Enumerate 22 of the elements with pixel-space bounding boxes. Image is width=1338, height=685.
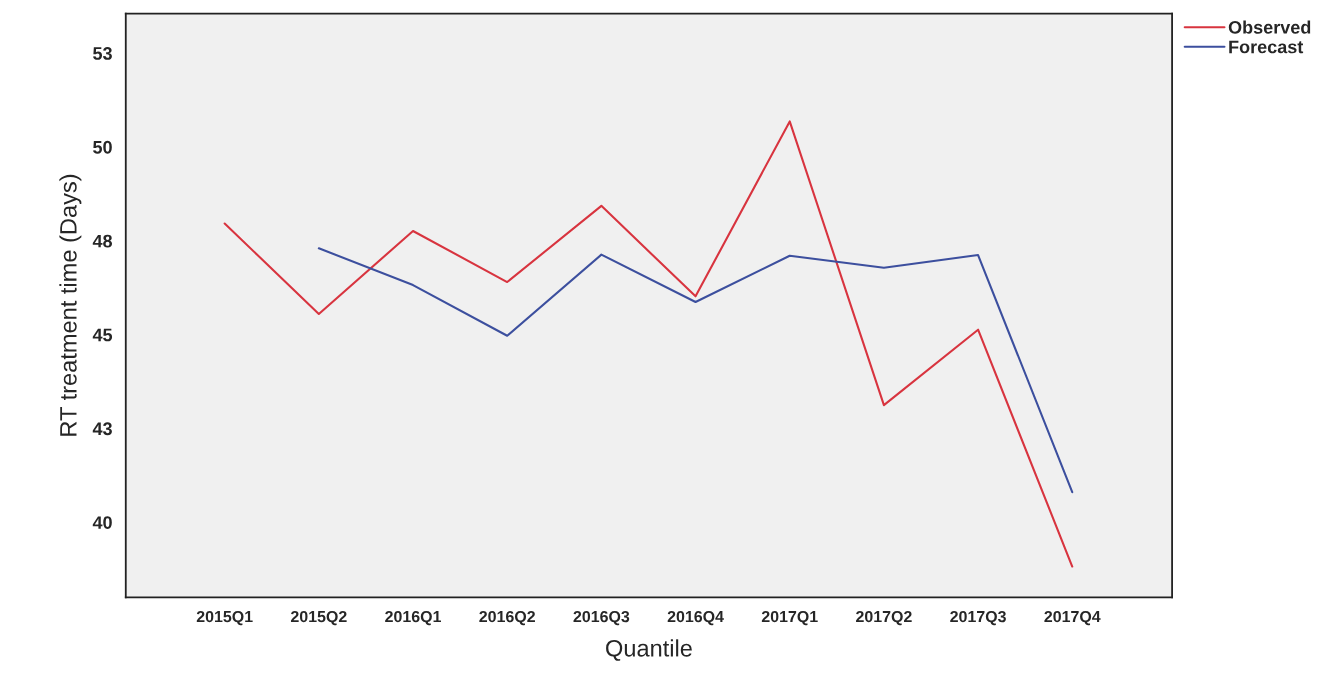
line-series <box>317 247 1074 494</box>
line-series <box>223 120 1074 568</box>
legend-label: Forecast <box>1229 40 1304 54</box>
x-axis-title: Quantile <box>606 639 692 661</box>
x-tick-label: 2017Q2 <box>856 610 912 626</box>
x-tick-label: 2017Q3 <box>950 610 1006 626</box>
y-tick-label: 43 <box>92 422 112 436</box>
y-tick-label: 48 <box>92 234 113 248</box>
x-tick-label: 2015Q1 <box>196 610 253 626</box>
y-tick-label: 50 <box>93 140 112 154</box>
x-tick-label: 2016Q4 <box>667 610 724 626</box>
x-tick-label: 2017Q4 <box>1044 610 1101 626</box>
x-tick-label: 2017Q1 <box>761 610 818 626</box>
y-axis-title: RT treatment time (Days) <box>59 174 82 436</box>
legend-label: Observed <box>1228 20 1311 34</box>
y-tick-label: 40 <box>92 516 112 529</box>
y-tick-label: 53 <box>93 47 112 60</box>
x-tick-label: 2016Q1 <box>385 610 441 626</box>
x-tick-label: 2015Q2 <box>290 610 347 626</box>
y-tick-label: 45 <box>92 328 113 342</box>
x-tick-label: 2016Q3 <box>573 610 630 626</box>
x-tick-label: 2016Q2 <box>479 610 535 626</box>
